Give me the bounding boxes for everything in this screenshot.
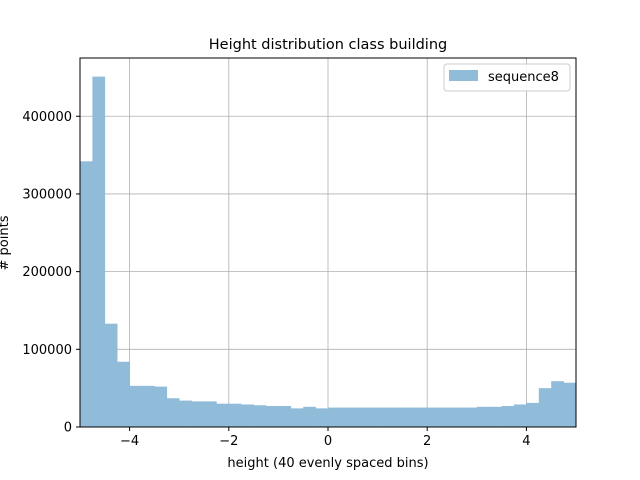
y-axis-label: # points <box>0 215 12 270</box>
histogram-bars <box>80 76 577 427</box>
histogram-bar <box>241 404 254 427</box>
histogram-bar <box>278 406 292 427</box>
histogram-bar <box>551 381 564 427</box>
legend-label: sequence8 <box>488 70 559 85</box>
histogram-bar <box>315 408 329 427</box>
histogram-bar <box>476 406 490 427</box>
histogram-bar <box>117 361 130 427</box>
tick-labels: −4 −2 0 2 4 0 100000 200000 300000 400000 <box>22 110 530 449</box>
histogram-bar <box>439 407 453 427</box>
x-tick-label: −4 <box>120 434 139 449</box>
x-tick-label: −2 <box>219 434 238 449</box>
histogram-bar <box>427 407 440 427</box>
legend: sequence8 <box>443 63 571 92</box>
y-tick-label: 100000 <box>22 343 72 358</box>
grid-lines <box>80 58 576 428</box>
x-tick-label: 0 <box>324 434 332 449</box>
histogram-bar <box>414 407 428 427</box>
histogram-bar <box>390 407 403 427</box>
histogram-bar <box>464 407 478 427</box>
y-tick-label: 400000 <box>22 110 72 125</box>
y-tick-label: 200000 <box>22 265 72 280</box>
y-tick-label: 300000 <box>22 187 72 202</box>
histogram-bar <box>92 76 106 427</box>
histogram-bar <box>166 398 180 427</box>
histogram-bar <box>538 388 552 427</box>
x-tick-label: 4 <box>522 434 530 449</box>
histogram-bar <box>129 385 143 427</box>
y-tick-label: 0 <box>64 421 72 436</box>
histogram-bar <box>253 405 267 427</box>
histogram-bar <box>142 385 155 427</box>
histogram-bar <box>179 400 192 427</box>
histogram-bar <box>340 407 354 427</box>
histogram-bar <box>452 407 465 427</box>
histogram-bar <box>216 403 230 427</box>
histogram-bar <box>191 401 205 427</box>
histogram-bar <box>352 407 366 427</box>
chart-title: Height distribution class building <box>209 37 447 53</box>
x-tick-label: 2 <box>423 434 431 449</box>
histogram-bar <box>104 323 118 427</box>
histogram-bar <box>266 406 279 427</box>
histogram-bar <box>365 407 378 427</box>
histogram-bar <box>501 406 515 427</box>
x-axis-label: height (40 evenly spaced bins) <box>227 456 428 471</box>
histogram-bar <box>228 403 242 427</box>
histogram-bar <box>402 407 416 427</box>
histogram-bar <box>328 407 341 427</box>
histogram-bar <box>290 408 304 427</box>
legend-swatch <box>449 70 478 81</box>
histogram-bar <box>377 407 391 427</box>
histogram-bar <box>526 402 540 427</box>
histogram-bar <box>303 406 316 427</box>
histogram-bar <box>154 386 168 427</box>
histogram-bar <box>514 404 527 427</box>
histogram-bar <box>80 161 93 427</box>
histogram-bar <box>563 382 577 427</box>
histogram-bar <box>204 401 217 427</box>
histogram-bar <box>489 406 502 427</box>
